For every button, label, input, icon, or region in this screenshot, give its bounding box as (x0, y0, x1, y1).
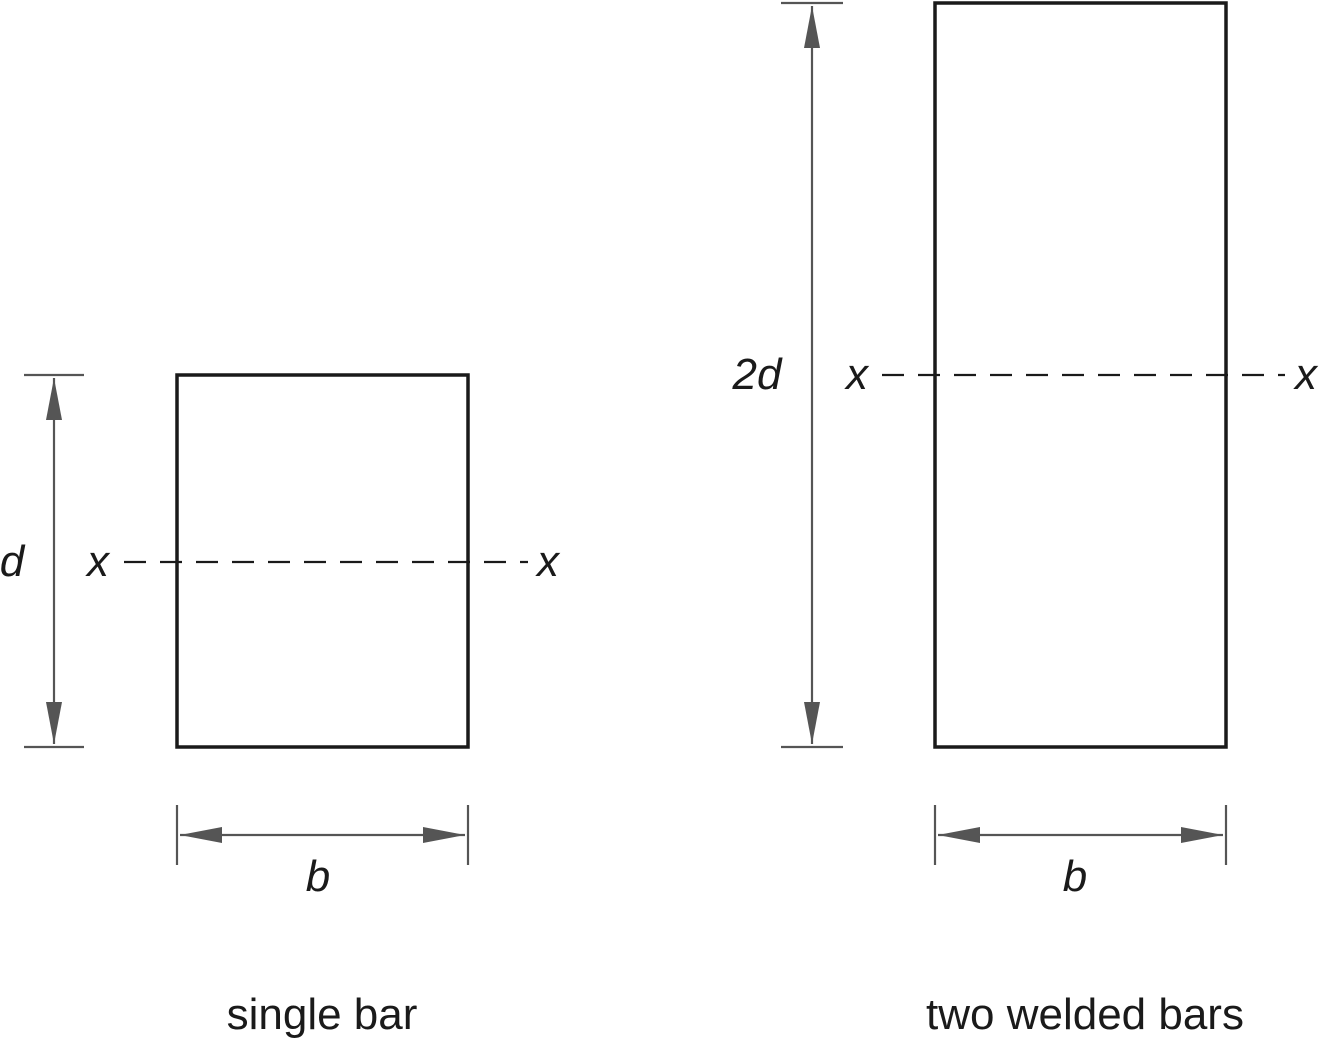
two-welded-bars-caption: two welded bars (926, 990, 1244, 1039)
two-welded-bars-figure: x x 2d b two welded bars (732, 1, 1319, 1039)
two-welded-bars-height-label: 2d (732, 350, 783, 399)
two-welded-bars-width-dimension (933, 805, 1228, 865)
two-welded-bars-width-label: b (1063, 852, 1087, 901)
single-bar-width-arrow-left (180, 827, 222, 843)
two-welded-bars-width-arrow-left (938, 827, 980, 843)
two-welded-bars-axis-label-left: x (844, 350, 870, 399)
two-welded-bars-width-arrow-right (1181, 827, 1223, 843)
two-welded-bars-height-dimension (781, 1, 843, 749)
single-bar-height-arrow-up (46, 378, 62, 420)
single-bar-width-arrow-right (423, 827, 465, 843)
single-bar-figure: x x d b single bar (0, 373, 561, 1039)
single-bar-width-label: b (306, 852, 330, 901)
two-welded-bars-height-arrow-down (804, 702, 820, 744)
two-welded-bars-height-arrow-up (804, 6, 820, 48)
single-bar-axis-label-right: x (535, 537, 561, 586)
single-bar-height-dimension (24, 373, 84, 749)
single-bar-caption: single bar (227, 990, 418, 1039)
single-bar-axis-label-left: x (85, 537, 111, 586)
single-bar-height-label: d (0, 537, 26, 586)
single-bar-width-dimension (175, 805, 470, 865)
two-welded-bars-axis-label-right: x (1293, 350, 1319, 399)
single-bar-height-arrow-down (46, 702, 62, 744)
